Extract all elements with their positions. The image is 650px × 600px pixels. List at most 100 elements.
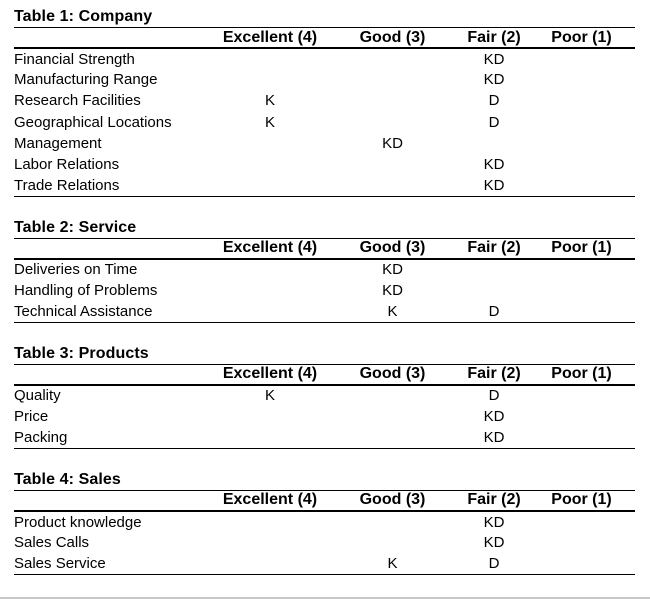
rating-cell bbox=[215, 511, 325, 532]
header-row: Excellent (4) Good (3) Fair (2) Poor (1) bbox=[14, 239, 635, 259]
row-label: Product knowledge bbox=[14, 513, 142, 531]
column-header-excellent: Excellent (4) bbox=[222, 239, 318, 257]
column-header-good: Good (3) bbox=[359, 491, 426, 509]
rating-cell: KD bbox=[382, 261, 403, 279]
row-label: Sales Calls bbox=[14, 534, 90, 552]
row-label-header bbox=[14, 28, 215, 48]
table-row: Sales Calls KD bbox=[14, 532, 635, 553]
table-row: Financial Strength KD bbox=[14, 48, 635, 69]
table-row: Geographical Locations K D bbox=[14, 112, 635, 133]
row-label: Management bbox=[14, 134, 102, 152]
rating-cell bbox=[215, 175, 325, 196]
rating-cell bbox=[528, 133, 635, 154]
rating-cell: KD bbox=[382, 282, 403, 300]
table-title: Table 2: Service bbox=[14, 219, 635, 239]
rating-cell bbox=[528, 511, 635, 532]
rating-cell bbox=[528, 154, 635, 175]
row-label: Technical Assistance bbox=[14, 303, 153, 321]
table-row: Trade Relations KD bbox=[14, 175, 635, 196]
rating-cell: KD bbox=[483, 156, 505, 174]
rating-cell bbox=[215, 280, 325, 301]
table-section-products: Table 3: Products Excellent (4) Good (3)… bbox=[14, 345, 635, 449]
row-label: Manufacturing Range bbox=[14, 71, 158, 89]
column-header-good: Good (3) bbox=[359, 28, 426, 46]
row-label: Handling of Problems bbox=[14, 282, 158, 300]
row-label: Geographical Locations bbox=[14, 113, 172, 131]
table-row: Management KD bbox=[14, 133, 635, 154]
column-header-poor: Poor (1) bbox=[551, 365, 612, 383]
table-row: Deliveries on Time KD bbox=[14, 259, 635, 280]
rating-cell bbox=[325, 532, 460, 553]
rating-cell: D bbox=[488, 555, 500, 573]
rating-cell bbox=[325, 406, 460, 427]
rating-cell: KD bbox=[483, 176, 505, 194]
rating-cell: KD bbox=[483, 534, 505, 552]
rating-cell bbox=[528, 112, 635, 133]
table-row: Labor Relations KD bbox=[14, 154, 635, 175]
rating-cell bbox=[325, 511, 460, 532]
rating-cell: K bbox=[264, 387, 275, 405]
rating-cell bbox=[215, 133, 325, 154]
rating-cell: K bbox=[264, 92, 275, 110]
column-header-poor: Poor (1) bbox=[551, 491, 612, 509]
row-label: Research Facilities bbox=[14, 92, 141, 110]
rating-cell bbox=[325, 385, 460, 406]
table-row: Manufacturing Range KD bbox=[14, 69, 635, 90]
table-row: Research Facilities K D bbox=[14, 90, 635, 111]
header-row: Excellent (4) Good (3) Fair (2) Poor (1) bbox=[14, 28, 635, 48]
table-title: Table 4: Sales bbox=[14, 471, 635, 491]
header-row: Excellent (4) Good (3) Fair (2) Poor (1) bbox=[14, 365, 635, 385]
row-label: Trade Relations bbox=[14, 176, 120, 194]
rating-cell: K bbox=[264, 113, 275, 131]
table-row: Technical Assistance K D bbox=[14, 301, 635, 322]
rating-cell bbox=[528, 553, 635, 574]
rating-cell bbox=[528, 427, 635, 448]
rating-cell bbox=[460, 280, 528, 301]
row-label: Quality bbox=[14, 387, 61, 405]
column-header-excellent: Excellent (4) bbox=[222, 28, 318, 46]
rating-table-products: Excellent (4) Good (3) Fair (2) Poor (1)… bbox=[14, 365, 635, 449]
rating-cell: D bbox=[488, 113, 500, 131]
table-row: Quality K D bbox=[14, 385, 635, 406]
rating-cell bbox=[528, 69, 635, 90]
rating-cell bbox=[215, 532, 325, 553]
column-header-poor: Poor (1) bbox=[551, 28, 612, 46]
column-header-poor: Poor (1) bbox=[551, 239, 612, 257]
rating-cell bbox=[215, 406, 325, 427]
window-bottom-edge bbox=[0, 597, 650, 599]
rating-cell bbox=[215, 48, 325, 69]
column-header-excellent: Excellent (4) bbox=[222, 365, 318, 383]
rating-cell bbox=[528, 385, 635, 406]
rating-table-service: Excellent (4) Good (3) Fair (2) Poor (1)… bbox=[14, 239, 635, 323]
table-title: Table 1: Company bbox=[14, 8, 635, 28]
column-header-fair: Fair (2) bbox=[467, 239, 521, 257]
table-row: Sales Service K D bbox=[14, 553, 635, 574]
table-row: Product knowledge KD bbox=[14, 511, 635, 532]
header-row: Excellent (4) Good (3) Fair (2) Poor (1) bbox=[14, 491, 635, 511]
rating-cell: K bbox=[387, 555, 398, 573]
rating-cell bbox=[215, 69, 325, 90]
rating-cell: D bbox=[488, 303, 500, 321]
column-header-fair: Fair (2) bbox=[467, 491, 521, 509]
column-header-good: Good (3) bbox=[359, 365, 426, 383]
table-row: Packing KD bbox=[14, 427, 635, 448]
rating-cell bbox=[528, 90, 635, 111]
rating-cell: KD bbox=[382, 134, 403, 152]
rating-cell: KD bbox=[483, 408, 505, 426]
rating-cell: D bbox=[488, 387, 500, 405]
row-label: Financial Strength bbox=[14, 50, 135, 68]
rating-cell bbox=[215, 427, 325, 448]
rating-cell: D bbox=[488, 92, 500, 110]
row-label: Price bbox=[14, 408, 49, 426]
rating-cell bbox=[215, 259, 325, 280]
column-header-excellent: Excellent (4) bbox=[222, 491, 318, 509]
table-row: Handling of Problems KD bbox=[14, 280, 635, 301]
rating-cell bbox=[325, 427, 460, 448]
rating-cell bbox=[528, 175, 635, 196]
rating-cell bbox=[215, 154, 325, 175]
row-label-header bbox=[14, 365, 215, 385]
rating-cell bbox=[325, 48, 460, 69]
rating-table-sales: Excellent (4) Good (3) Fair (2) Poor (1)… bbox=[14, 491, 635, 575]
rating-cell bbox=[215, 553, 325, 574]
row-label-header bbox=[14, 491, 215, 511]
